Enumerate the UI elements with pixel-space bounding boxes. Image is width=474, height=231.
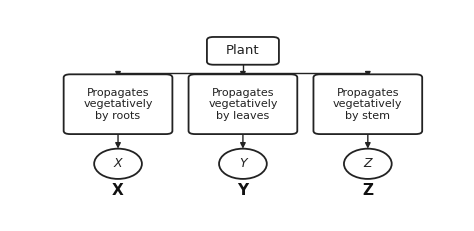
FancyBboxPatch shape [313, 74, 422, 134]
Text: Y: Y [239, 157, 247, 170]
Text: X: X [114, 157, 122, 170]
Text: Z: Z [364, 157, 372, 170]
Text: Z: Z [362, 183, 374, 198]
FancyBboxPatch shape [207, 37, 279, 65]
Ellipse shape [94, 149, 142, 179]
FancyBboxPatch shape [189, 74, 297, 134]
Text: Plant: Plant [226, 44, 260, 57]
Ellipse shape [344, 149, 392, 179]
Text: X: X [112, 183, 124, 198]
Text: Propagates
vegetatively
by stem: Propagates vegetatively by stem [333, 88, 402, 121]
Ellipse shape [219, 149, 267, 179]
FancyBboxPatch shape [64, 74, 173, 134]
Text: Propagates
vegetatively
by leaves: Propagates vegetatively by leaves [208, 88, 278, 121]
Text: Propagates
vegetatively
by roots: Propagates vegetatively by roots [83, 88, 153, 121]
Text: Y: Y [237, 183, 248, 198]
